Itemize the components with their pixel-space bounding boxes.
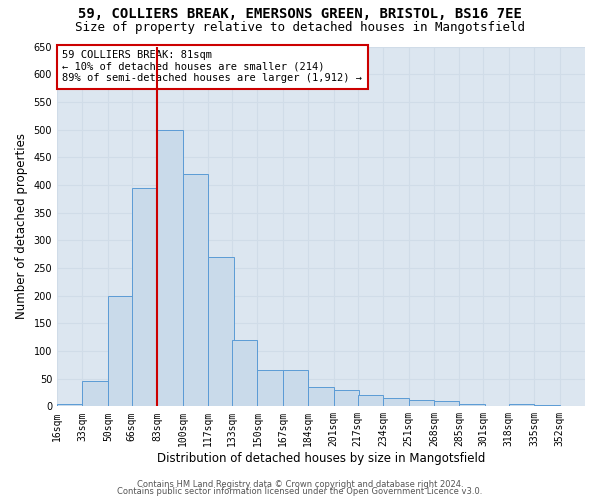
Text: Contains public sector information licensed under the Open Government Licence v3: Contains public sector information licen… — [118, 487, 482, 496]
Bar — [182, 174, 208, 406]
Bar — [460, 404, 485, 406]
Bar — [509, 404, 534, 406]
Bar — [57, 404, 82, 406]
Bar — [409, 400, 434, 406]
Bar — [157, 130, 182, 406]
Bar — [208, 257, 233, 406]
Bar — [334, 390, 359, 406]
Bar — [232, 340, 257, 406]
Text: Size of property relative to detached houses in Mangotsfield: Size of property relative to detached ho… — [75, 21, 525, 34]
Bar — [82, 382, 108, 406]
Bar — [132, 188, 157, 406]
Y-axis label: Number of detached properties: Number of detached properties — [15, 134, 28, 320]
Text: Contains HM Land Registry data © Crown copyright and database right 2024.: Contains HM Land Registry data © Crown c… — [137, 480, 463, 489]
Text: 59 COLLIERS BREAK: 81sqm
← 10% of detached houses are smaller (214)
89% of semi-: 59 COLLIERS BREAK: 81sqm ← 10% of detach… — [62, 50, 362, 84]
Bar — [534, 404, 560, 406]
Bar — [383, 398, 409, 406]
Bar — [257, 370, 283, 406]
Text: 59, COLLIERS BREAK, EMERSONS GREEN, BRISTOL, BS16 7EE: 59, COLLIERS BREAK, EMERSONS GREEN, BRIS… — [78, 8, 522, 22]
Bar — [358, 396, 383, 406]
X-axis label: Distribution of detached houses by size in Mangotsfield: Distribution of detached houses by size … — [157, 452, 485, 465]
Bar — [283, 370, 308, 406]
Bar — [108, 296, 133, 406]
Bar — [434, 401, 460, 406]
Bar — [308, 387, 334, 406]
